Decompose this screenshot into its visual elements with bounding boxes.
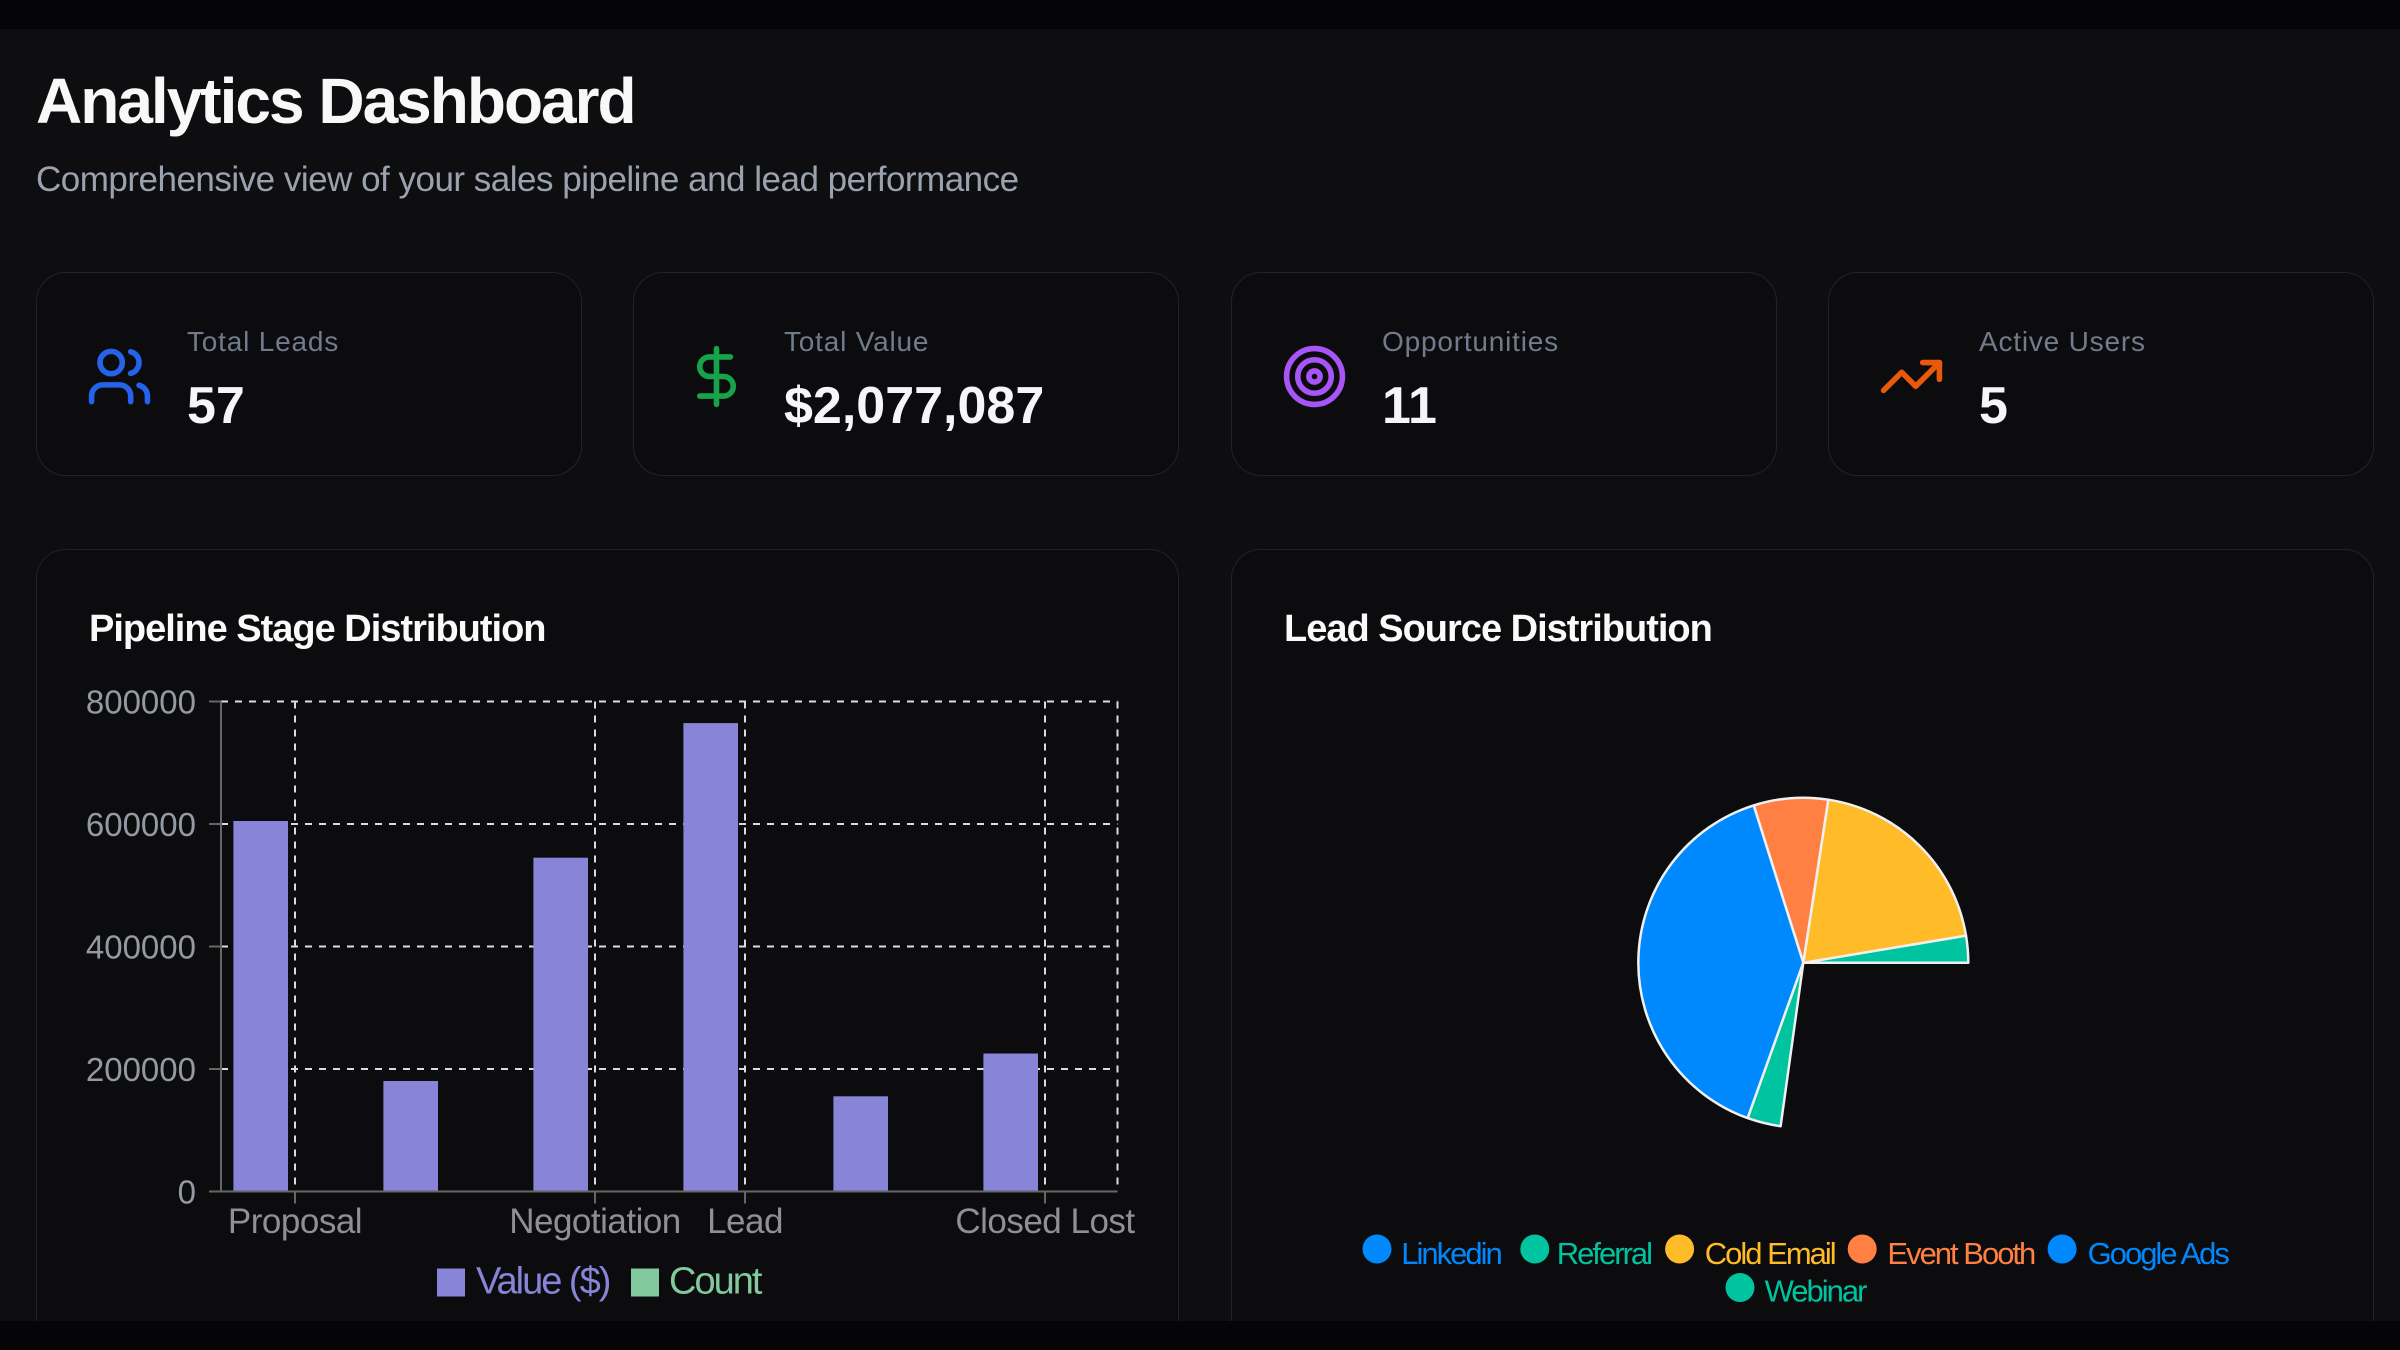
svg-text:Closed Lost: Closed Lost	[955, 1201, 1135, 1240]
svg-text:Proposal: Proposal	[228, 1201, 362, 1240]
svg-text:Cold Email: Cold Email	[1705, 1236, 1835, 1271]
svg-text:400000: 400000	[86, 928, 196, 965]
svg-text:800000: 800000	[86, 683, 196, 720]
svg-text:Google Ads: Google Ads	[2088, 1236, 2230, 1271]
svg-text:Value ($): Value ($)	[476, 1260, 610, 1302]
svg-text:200000: 200000	[86, 1051, 196, 1088]
svg-text:Count: Count	[669, 1260, 763, 1302]
svg-text:Webinar: Webinar	[1765, 1273, 1868, 1308]
svg-text:0: 0	[178, 1173, 196, 1210]
svg-text:600000: 600000	[86, 806, 196, 843]
svg-text:Linkedin: Linkedin	[1401, 1236, 1501, 1271]
svg-text:Event Booth: Event Booth	[1887, 1236, 2035, 1271]
svg-text:Negotiation: Negotiation	[509, 1201, 681, 1240]
svg-text:Referral: Referral	[1557, 1236, 1651, 1271]
svg-text:Lead: Lead	[707, 1201, 783, 1240]
